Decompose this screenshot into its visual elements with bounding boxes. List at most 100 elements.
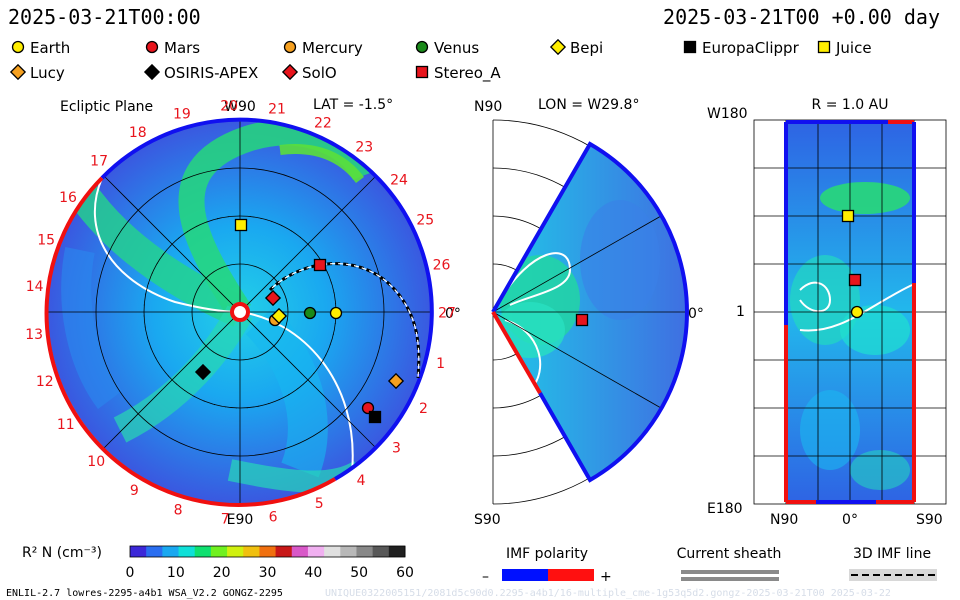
ecliptic-marker-juice — [234, 218, 248, 232]
carrington-tick-11: 11 — [57, 417, 75, 433]
footer-model-info: ENLIL-2.7 lowres-2295-a4b1 WSA_V2.2 GONG… — [6, 588, 283, 599]
radial-r-label: R = 1.0 AU — [812, 97, 889, 113]
meridional-bottom-label: S90 — [474, 512, 501, 528]
radial-x-left: N90 — [770, 512, 798, 528]
colorbar: R² N (cm⁻³) 0 10 20 30 40 50 60 — [22, 545, 414, 581]
ecliptic-bottom-label: E90 — [227, 512, 254, 528]
current-sheath-legend: Current sheath — [677, 546, 782, 581]
radial-marker-juice — [841, 209, 855, 223]
carrington-tick-20: 20 — [220, 98, 238, 114]
footer-run-id: UNIQUE0322005151/2081d5c90d0.2295-a4b1/1… — [325, 588, 891, 599]
ecliptic-marker-earth — [329, 306, 343, 320]
colorbar-swatch — [291, 546, 309, 557]
colorbar-swatch — [307, 546, 325, 557]
legend-marker-earth — [11, 40, 25, 54]
imf-polarity-label: IMF polarity — [506, 546, 588, 562]
legend-marker-venus — [415, 40, 429, 54]
ecliptic-title: Ecliptic Plane — [60, 99, 153, 115]
legend-label-stereo-a: Stereo_A — [434, 64, 501, 83]
colorbar-swatch — [324, 546, 341, 557]
colorbar-swatch — [340, 546, 357, 557]
ecliptic-marker-osiris-apex — [194, 363, 212, 381]
colorbar-tick-30: 30 — [259, 565, 277, 581]
ecliptic-lat-label: LAT = -1.5° — [313, 97, 393, 113]
radial-marker-earth — [850, 305, 864, 319]
carrington-tick-27: 27 — [438, 305, 456, 321]
radial-top-label: W180 — [707, 106, 748, 122]
legend-label-lucy: Lucy — [30, 64, 65, 82]
legend-marker-europaclippr — [683, 40, 697, 54]
legend-label-bepi: Bepi — [570, 39, 603, 57]
colorbar-tick-20: 20 — [213, 565, 231, 581]
meridional-lon-label: LON = W29.8° — [538, 97, 639, 113]
ecliptic-top-label: W90 — [224, 99, 256, 115]
radial-bottom-label: E180 — [707, 501, 743, 517]
legend-marker-stereo-a — [415, 65, 429, 79]
legend-label-juice: Juice — [835, 39, 872, 57]
carrington-tick-14: 14 — [26, 279, 44, 295]
ecliptic-right-label: 0° — [445, 306, 461, 322]
carrington-tick-21: 21 — [268, 101, 286, 117]
legend-marker-solo — [281, 63, 299, 81]
legend-marker-mars — [145, 40, 159, 54]
ecliptic-imf-red-arc — [44, 176, 337, 507]
sun-marker — [230, 302, 250, 322]
radial-grid — [753, 119, 947, 505]
colorbar-swatches — [130, 546, 406, 557]
legend-marker-osiris-apex — [143, 63, 161, 81]
carrington-tick-18: 18 — [129, 125, 147, 141]
carrington-tick-7: 7 — [221, 511, 230, 527]
ecliptic-marker-bepi — [270, 307, 288, 325]
radial-x-right: S90 — [916, 512, 943, 528]
imf-polarity-legend: IMF polarity – + — [482, 546, 612, 585]
radial-marker-stereo-a — [848, 273, 862, 287]
carrington-tick-19: 19 — [173, 106, 191, 122]
colorbar-swatch — [243, 546, 260, 557]
imf-line-label: 3D IMF line — [853, 546, 931, 562]
carrington-tick-26: 26 — [433, 258, 451, 274]
colorbar-swatch — [162, 546, 180, 557]
colorbar-swatch — [130, 546, 147, 557]
ecliptic-marker-solo — [264, 289, 282, 307]
carrington-tick-10: 10 — [87, 454, 105, 470]
carrington-tick-25: 25 — [416, 213, 434, 229]
meridional-marker-stereo-a — [575, 313, 589, 327]
colorbar-swatch — [227, 546, 244, 557]
radial-x-mid: 0° — [842, 512, 858, 528]
legend-marker-lucy — [9, 63, 27, 81]
carrington-tick-1: 1 — [436, 356, 445, 372]
legend-marker-bepi — [549, 38, 567, 56]
legend-label-solo: SolO — [302, 64, 337, 82]
carrington-tick-24: 24 — [390, 172, 408, 188]
carrington-tick-6: 6 — [269, 509, 278, 525]
imf-line-legend: 3D IMF line — [849, 546, 937, 581]
imf-positive-swatch — [548, 569, 594, 581]
meridional-panel: N90 LON = W29.8° S90 0° — [474, 97, 704, 528]
legend-marker-juice — [817, 40, 831, 54]
legend-label-venus: Venus — [434, 39, 479, 57]
ecliptic-imf-blue-arc — [100, 117, 434, 379]
radial-spacecraft-markers — [841, 209, 864, 319]
colorbar-swatch — [372, 546, 390, 557]
carrington-tick-9: 9 — [130, 483, 139, 499]
meridional-top-label: N90 — [474, 99, 502, 115]
carrington-tick-23: 23 — [355, 139, 373, 155]
meridional-right-label: 0° — [688, 306, 704, 322]
carrington-tick-16: 16 — [59, 190, 77, 206]
date-left: 2025-03-21T00:00 — [8, 5, 201, 29]
legend-label-mercury: Mercury — [302, 39, 363, 57]
ecliptic-marker-europaclippr — [368, 410, 382, 424]
legend-marker-mercury — [283, 40, 297, 54]
colorbar-label: R² N (cm⁻³) — [22, 545, 102, 561]
current-sheath-label: Current sheath — [677, 546, 782, 562]
colorbar-tick-40: 40 — [304, 565, 322, 581]
carrington-tick-5: 5 — [315, 496, 324, 512]
colorbar-swatch — [259, 546, 277, 557]
radial-mid-label: 1 — [736, 304, 745, 320]
spacecraft-legend: Earth Mars Mercury Venus Bepi EuropaClippr Jui… — [9, 38, 872, 83]
meridional-density-map — [493, 144, 687, 480]
carrington-tick-8: 8 — [174, 503, 183, 519]
colorbar-tick-60: 60 — [396, 565, 414, 581]
